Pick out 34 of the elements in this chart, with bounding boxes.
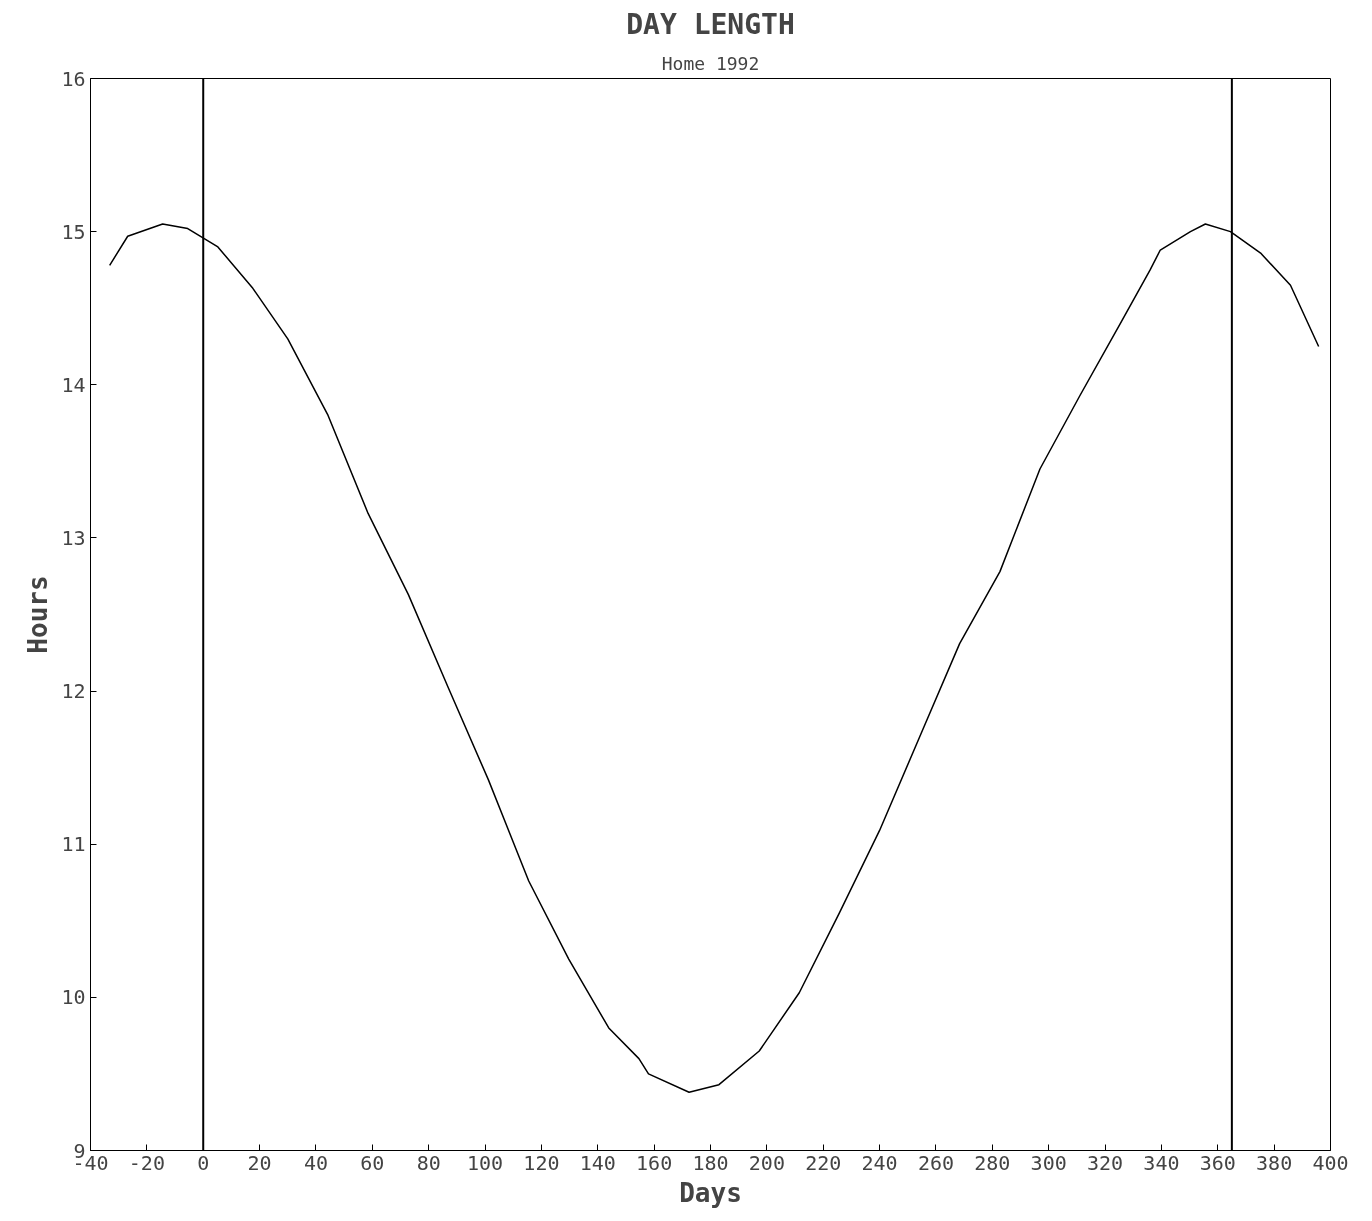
- y-tick-label: 9: [73, 1138, 86, 1163]
- x-tick-label: 160: [636, 1150, 673, 1175]
- y-tick-label: 13: [61, 525, 86, 550]
- chart-title: DAY LENGTH: [626, 7, 795, 41]
- x-tick-label: 100: [466, 1150, 504, 1175]
- x-tick-label: 40: [303, 1150, 329, 1175]
- x-tick-label: 260: [917, 1150, 955, 1175]
- chart-subtitle: Home 1992: [661, 52, 760, 74]
- x-tick-label: 80: [416, 1150, 441, 1175]
- x-tick-label: 60: [360, 1150, 385, 1175]
- x-tick-label: 340: [1143, 1150, 1180, 1175]
- y-tick-label: 16: [61, 66, 86, 91]
- x-axis-title: Days: [679, 1177, 742, 1208]
- y-tick-label: 10: [61, 985, 86, 1010]
- x-tick-label: 360: [1199, 1150, 1236, 1175]
- x-tick-label: 180: [692, 1150, 729, 1175]
- x-tick-label: 200: [748, 1150, 785, 1175]
- x-tick-label: 240: [861, 1150, 898, 1175]
- x-tick-label: 400: [1312, 1150, 1349, 1175]
- y-axis-title: Hours: [23, 575, 54, 654]
- x-tick-label: 140: [579, 1150, 616, 1175]
- x-tick-label: 220: [805, 1150, 842, 1175]
- x-tick-label: 280: [974, 1150, 1011, 1175]
- y-tick-label: 15: [61, 219, 86, 244]
- y-tick-label: 14: [61, 372, 86, 397]
- x-tick-label: 320: [1086, 1150, 1124, 1175]
- x-tick-label: -20: [128, 1150, 165, 1175]
- x-tick-label: 0: [197, 1150, 210, 1175]
- y-tick-label: 12: [61, 679, 86, 704]
- x-tick-label: 380: [1256, 1150, 1293, 1175]
- x-tick-label: 300: [1030, 1150, 1067, 1175]
- y-tick-label: 11: [61, 832, 86, 857]
- x-tick-label: 20: [247, 1150, 272, 1175]
- x-tick-label: 120: [523, 1150, 560, 1175]
